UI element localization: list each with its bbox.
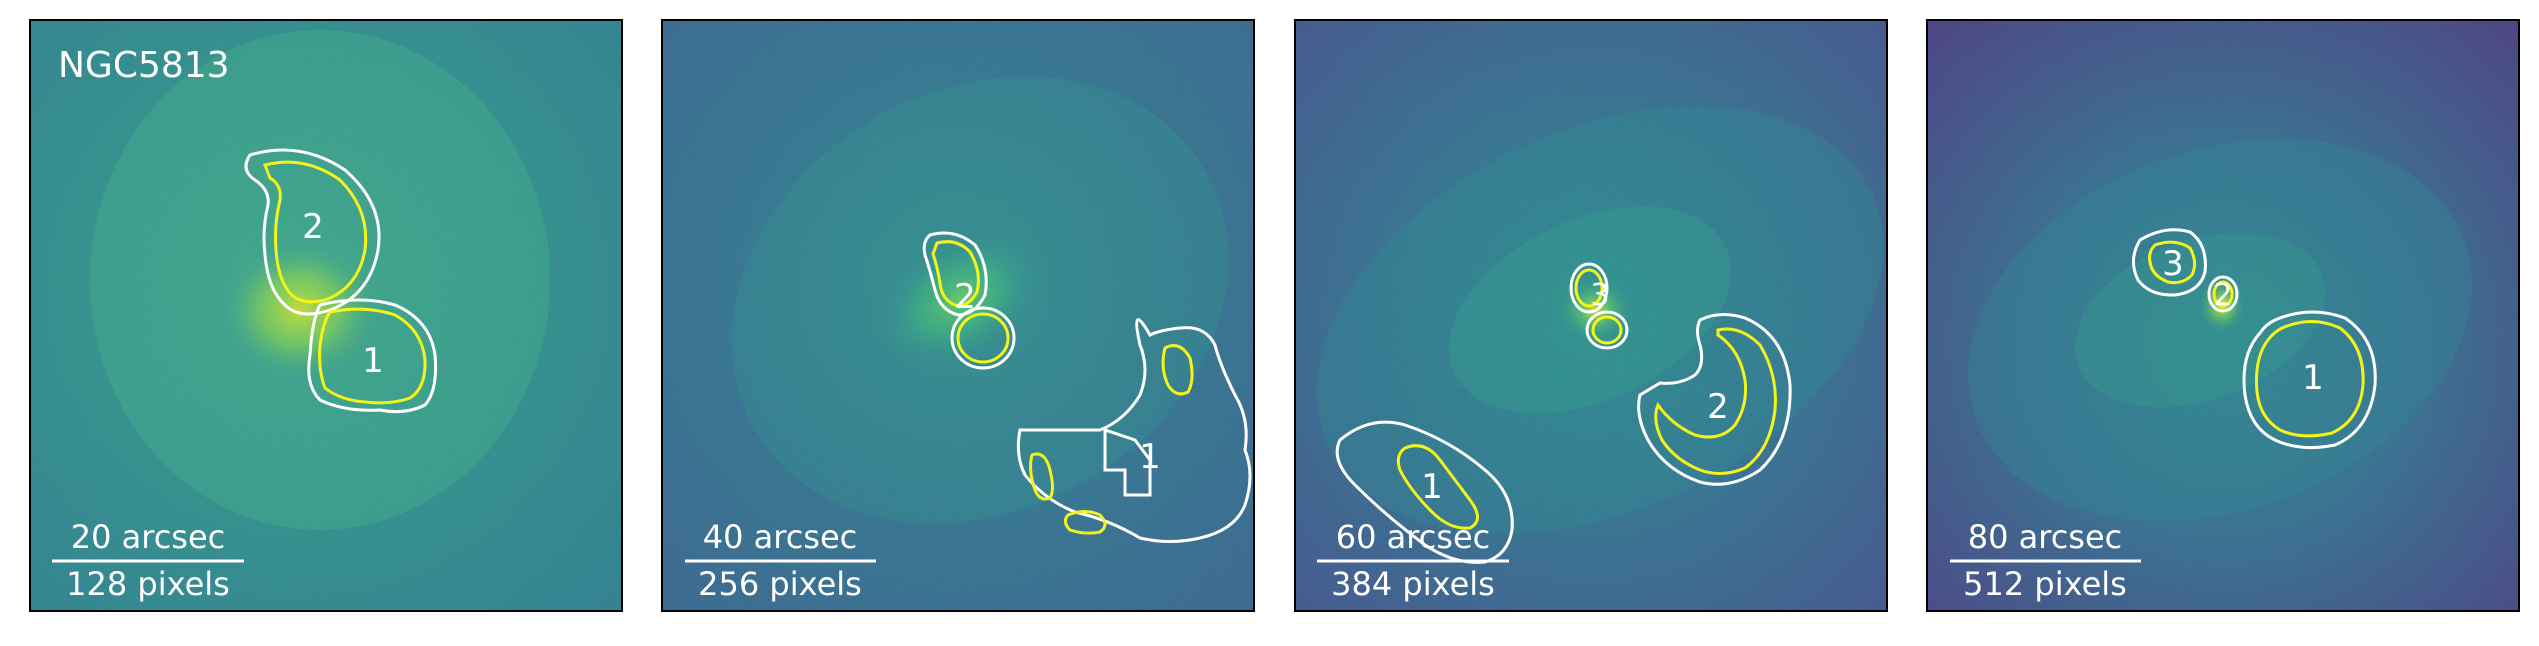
cavity-3-label: 3	[2162, 244, 2184, 284]
cavity-1-outer-contour	[1016, 318, 1252, 543]
cavity-1-inner-contour	[1396, 444, 1479, 530]
cavity-2-outer-contour	[1637, 313, 1792, 486]
cavity-2-label: 2	[2213, 278, 2232, 313]
cavity-3-inner-contour	[1574, 268, 1604, 308]
cavity-3-label: 3	[1590, 278, 1609, 313]
cavity-2-label: 2	[1707, 387, 1729, 427]
cavity-2-inner-contour	[262, 160, 368, 304]
panel-2-scale-pixels: 256 pixels	[698, 565, 862, 603]
cavity-3-outer-contour	[2132, 228, 2207, 297]
panel-3: 3 1 2 60 arcsec 384 pixels	[1294, 19, 1888, 612]
cavity-1-inner-contour-a	[1161, 344, 1194, 396]
cavity-2-outer-contour	[244, 148, 381, 316]
panel-3-scale-pixels: 384 pixels	[1331, 565, 1495, 603]
cavity-2-label: 2	[302, 207, 324, 247]
cavity-1-inner-contour-b	[1029, 452, 1054, 501]
panel-4-scale-pixels: 512 pixels	[1963, 565, 2127, 603]
cavity-2-outer-contour	[922, 231, 988, 317]
cavity-2b-inner-contour	[956, 312, 1010, 364]
panel-4: 3 2 1 80 arcsec 512 pixels	[1926, 19, 2520, 612]
panel-2: 2 1 40 arcsec 256 pixels	[661, 19, 1255, 612]
cavity-1-inner-contour	[318, 307, 427, 405]
cavity-1-label: 1	[1139, 437, 1161, 477]
cavity-2-label: 2	[954, 277, 976, 317]
cavity-1-label: 1	[1421, 467, 1443, 507]
cavity-1-outer-contour	[307, 298, 437, 414]
cavity-3b-outer-contour	[1585, 310, 1629, 350]
panel-1: 2 1 NGC5813 20 arcsec 128 pixels	[29, 19, 623, 612]
cavity-1-label: 1	[362, 341, 384, 381]
cavity-2-inner-contour	[1654, 327, 1777, 475]
panel-1-scale-pixels: 128 pixels	[66, 565, 230, 603]
cavity-1-outer-contour	[2242, 310, 2377, 450]
cavity-1-label: 1	[2302, 358, 2324, 398]
cavity-2-inner-contour	[2212, 280, 2234, 308]
panel-1-scale-arcsec: 20 arcsec	[71, 518, 226, 556]
galaxy-name-label: NGC5813	[58, 45, 230, 86]
cavity-1-outer-contour	[1335, 420, 1514, 564]
panel-3-scale-arcsec: 60 arcsec	[1336, 518, 1491, 556]
cavity-2-outer-contour	[2207, 275, 2239, 313]
panel-4-scale-arcsec: 80 arcsec	[1968, 518, 2123, 556]
cavity-2-inner-contour	[931, 240, 980, 307]
cavity-1-inner-contour-c	[1063, 510, 1107, 535]
cavity-1-inner-contour	[2255, 320, 2365, 438]
cavity-3-inner-contour	[2148, 240, 2197, 285]
cavity-3b-inner-contour	[1591, 315, 1623, 345]
cavity-2b-outer-contour	[950, 306, 1016, 370]
cavity-3-outer-contour	[1569, 262, 1609, 314]
panel-2-scale-arcsec: 40 arcsec	[703, 518, 858, 556]
